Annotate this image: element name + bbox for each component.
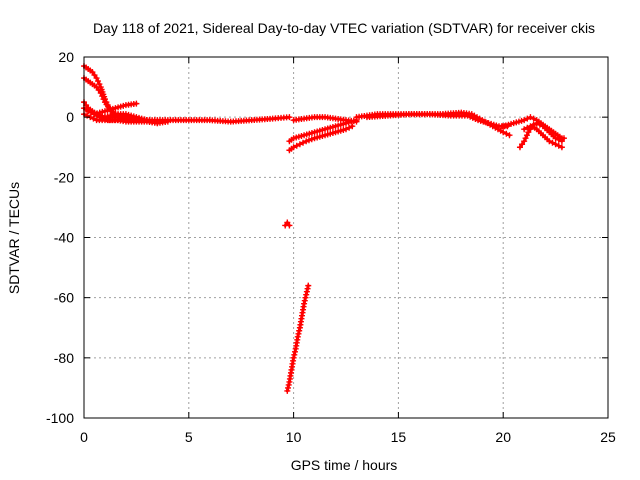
data-point (555, 136, 562, 143)
data-point (525, 129, 532, 136)
x-tick-label: 25 (600, 429, 616, 445)
data-point (305, 282, 312, 289)
data-point (96, 81, 103, 88)
data-point (524, 124, 531, 131)
data-point (303, 138, 310, 145)
series-arc-10 (284, 282, 312, 394)
series-arc-12 (286, 117, 360, 145)
chart-title: Day 118 of 2021, Sidereal Day-to-day VTE… (93, 20, 595, 36)
data-point (527, 123, 534, 130)
data-point (349, 123, 356, 130)
series-arc-9 (282, 219, 293, 229)
x-tick-label: 5 (185, 429, 193, 445)
series-arc-8 (122, 114, 161, 127)
axis-ticks: 0 5 10 15 20 25 -100 -80 -60 -40 -20 0 20 (46, 49, 616, 445)
y-tick-label: -60 (54, 290, 74, 306)
data-point (519, 141, 526, 148)
data-point (552, 141, 559, 148)
x-axis-label: GPS time / hours (291, 457, 398, 473)
x-tick-label: 20 (495, 429, 511, 445)
y-tick-label: -100 (46, 410, 74, 426)
data-point (99, 93, 106, 100)
y-tick-label: -40 (54, 230, 74, 246)
x-tick-label: 10 (286, 429, 302, 445)
data-point (527, 114, 534, 121)
data-point (305, 137, 312, 144)
data-point (346, 124, 353, 131)
data-point (533, 120, 540, 127)
data-point (100, 96, 107, 103)
data-point (308, 136, 315, 143)
data-point (521, 138, 528, 145)
data-point (91, 72, 98, 79)
data-point (133, 100, 140, 107)
data-point (286, 222, 293, 229)
data-point (552, 135, 559, 142)
data-point (521, 126, 528, 133)
data-point (293, 142, 300, 149)
data-point (154, 120, 161, 127)
data-point (93, 75, 100, 82)
y-tick-label: -80 (54, 350, 74, 366)
data-point (85, 108, 92, 115)
data-points (81, 63, 567, 394)
series-arc-18 (521, 120, 567, 145)
data-point (524, 115, 531, 122)
data-point (286, 114, 293, 121)
data-point (523, 132, 530, 139)
data-point (536, 121, 543, 128)
series-arc-11 (286, 123, 356, 154)
data-point (300, 139, 307, 146)
y-tick-label: -20 (54, 169, 74, 185)
data-point (546, 138, 553, 145)
data-point (95, 87, 102, 94)
grid-lines (84, 57, 608, 418)
x-tick-label: 15 (391, 429, 407, 445)
data-point (296, 141, 303, 148)
data-point (530, 115, 537, 122)
data-point (500, 129, 507, 136)
y-tick-label: 20 (58, 49, 74, 65)
data-point (521, 117, 528, 124)
data-point (530, 121, 537, 128)
data-point (93, 84, 100, 91)
x-tick-label: 0 (80, 429, 88, 445)
data-point (549, 139, 556, 146)
data-point (555, 142, 562, 149)
data-point (516, 144, 523, 151)
data-point (97, 90, 104, 97)
series-arc-13 (290, 114, 360, 125)
y-tick-label: 0 (66, 109, 74, 125)
data-point (94, 78, 101, 85)
data-point (284, 219, 291, 226)
data-point (560, 135, 567, 142)
data-point (343, 126, 349, 133)
series-arc-15 (363, 111, 511, 130)
data-point (164, 118, 171, 125)
data-point (89, 69, 96, 76)
data-point (290, 144, 297, 151)
data-point (88, 109, 95, 116)
data-point (558, 138, 565, 145)
data-point (503, 130, 510, 137)
y-axis-label: SDTVAR / TECUs (6, 182, 22, 294)
data-point (558, 144, 565, 151)
data-point (506, 132, 513, 139)
series-arc-6 (91, 100, 140, 118)
data-point (522, 135, 529, 142)
data-point (90, 115, 97, 122)
